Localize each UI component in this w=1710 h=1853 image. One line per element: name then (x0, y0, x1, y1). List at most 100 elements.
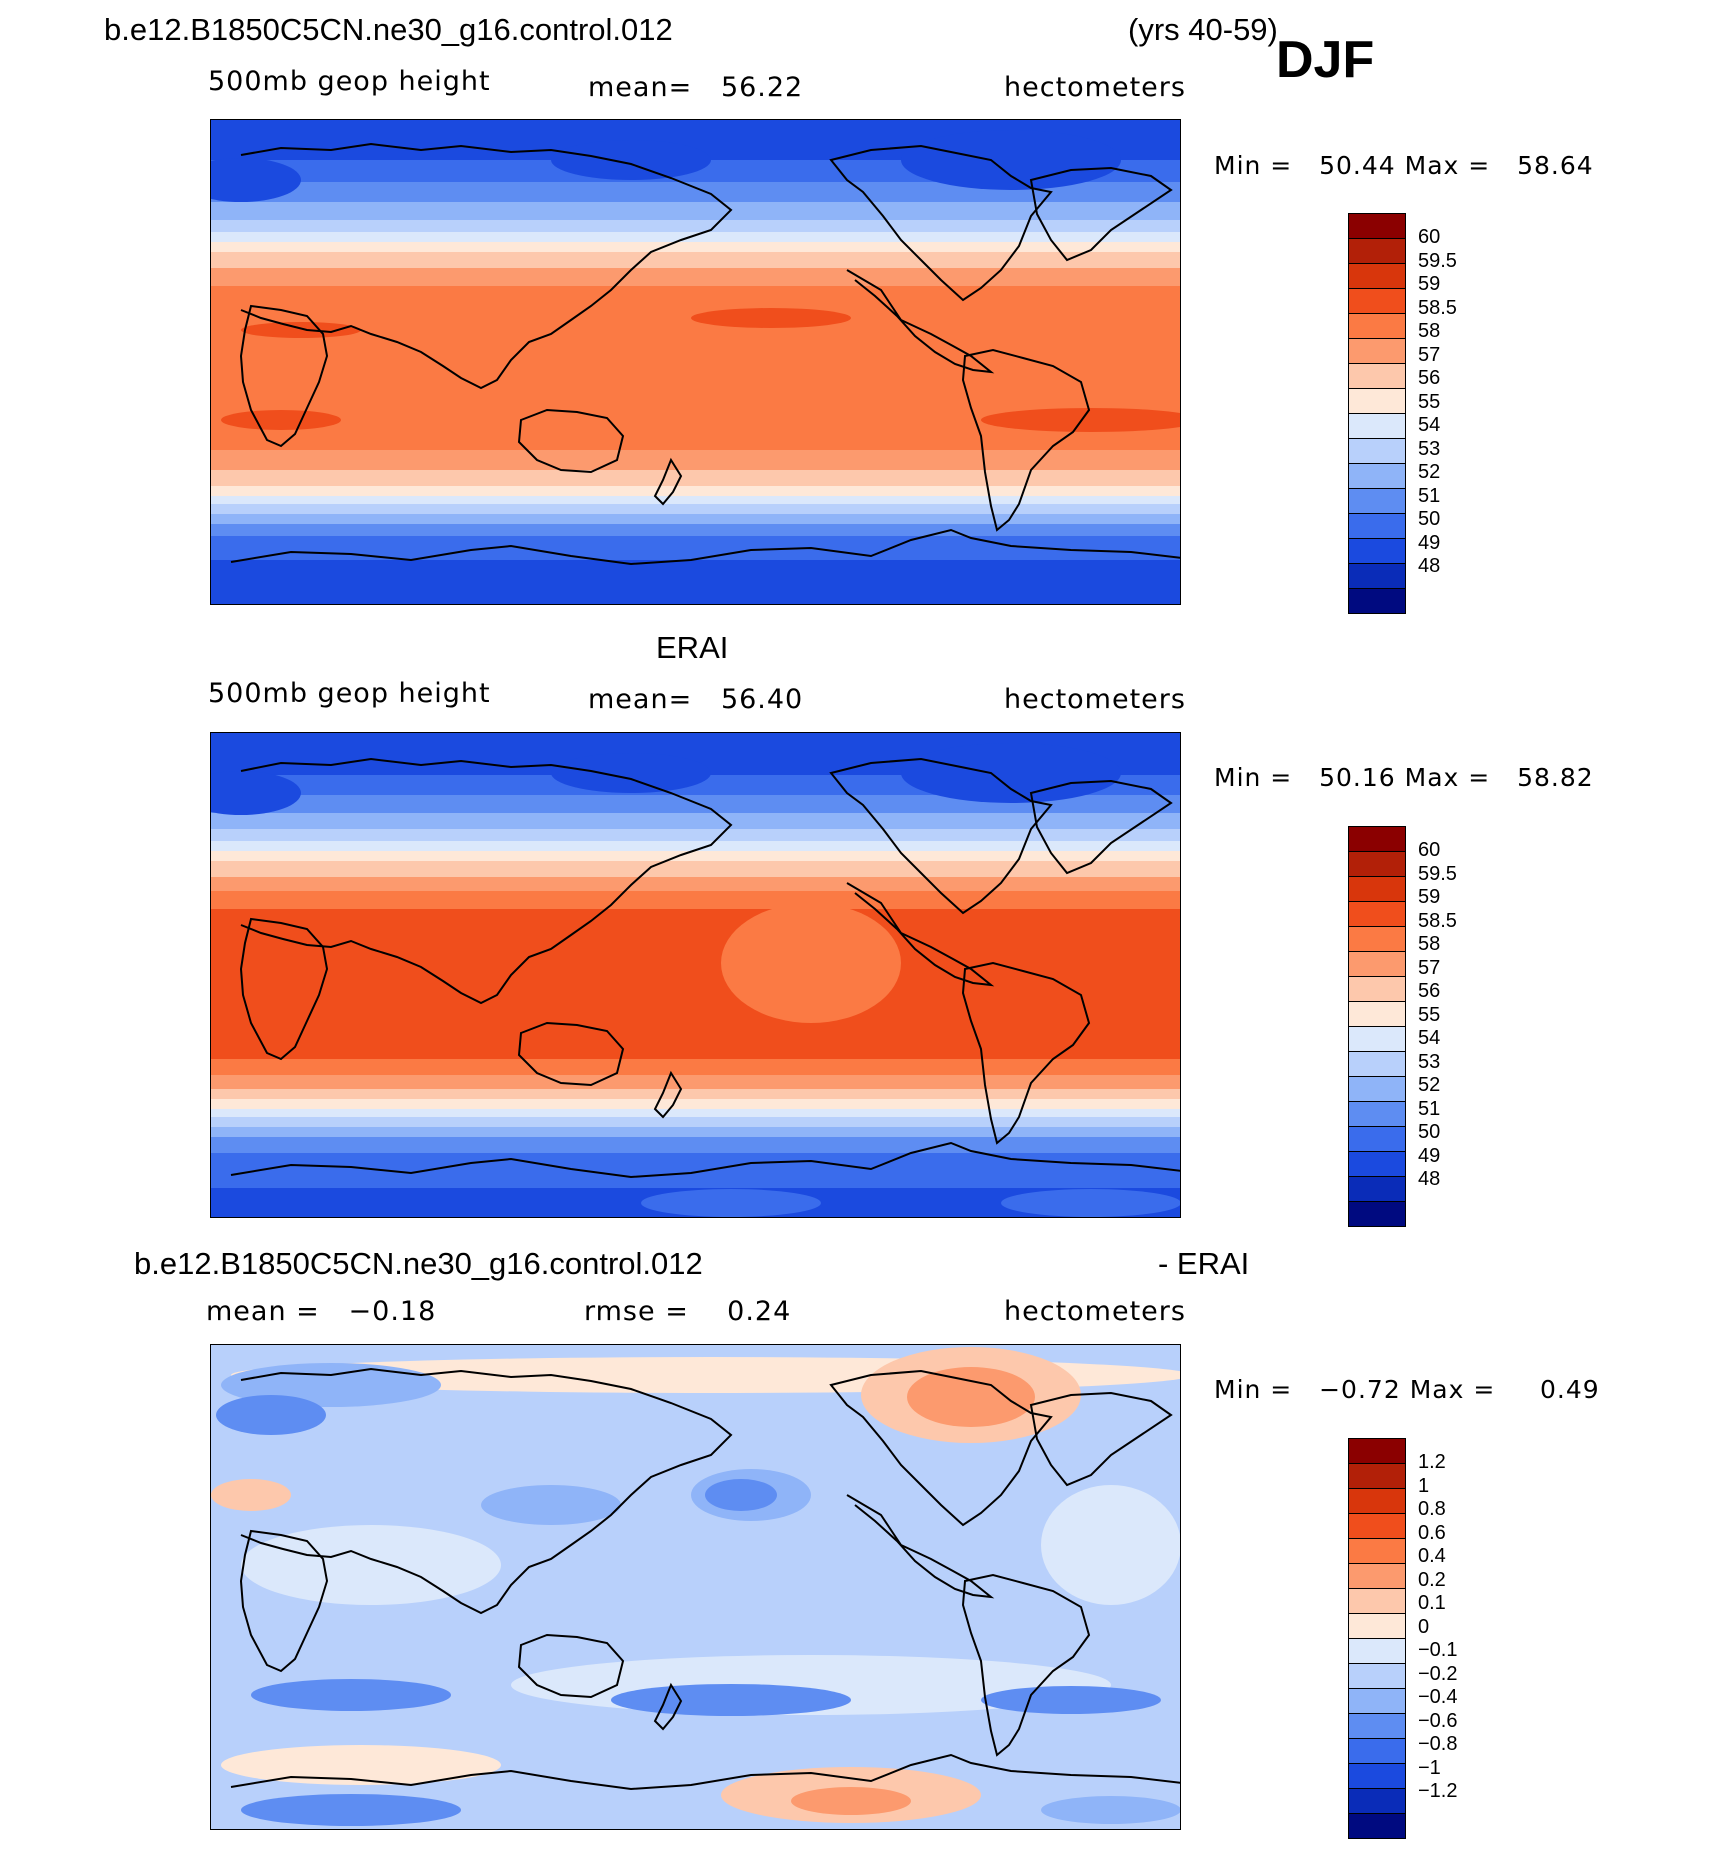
legend-label: 0.8 (1418, 1498, 1446, 1520)
coastline (240, 757, 733, 1005)
legend-label: 48 (1418, 555, 1441, 577)
legend-label: 49 (1418, 1144, 1441, 1167)
coastline (517, 1021, 625, 1087)
contour-band (211, 268, 1180, 286)
contour-region (1041, 1485, 1180, 1605)
legend-label: 51 (1418, 1097, 1441, 1120)
legend-label: 59.5 (1418, 862, 1457, 885)
contour-band (211, 182, 1180, 202)
contour-band (211, 877, 1180, 891)
legend-swatch (1348, 1638, 1406, 1664)
contour-band (211, 813, 1180, 829)
legend-label: 0.4 (1418, 1545, 1446, 1567)
contour-region (791, 1787, 911, 1815)
contour-band (211, 524, 1180, 536)
legend-swatch (1348, 313, 1406, 339)
contour-region (907, 1367, 1035, 1427)
contour-region (691, 308, 851, 328)
legend-label: 55 (1418, 390, 1441, 413)
contour-region (211, 158, 301, 202)
min-max-readout: Min = 50.16 Max = 58.82 (1214, 763, 1594, 792)
legend-swatch (1348, 488, 1406, 514)
legend-swatch (1348, 238, 1406, 264)
legend-swatch (1348, 288, 1406, 314)
color-legend-erai (1348, 826, 1406, 1227)
contour-band (211, 909, 1180, 1059)
mean-label: mean= 56.22 (588, 72, 804, 103)
contour-band (211, 470, 1180, 486)
contour-region (901, 130, 1121, 190)
color-legend-model (1348, 213, 1406, 614)
legend-swatch (1348, 263, 1406, 289)
legend-swatch (1348, 463, 1406, 489)
legend-label: 59 (1418, 886, 1441, 908)
min-max-readout: Min = 50.44 Max = 58.64 (1214, 151, 1594, 180)
contour-region (211, 1479, 291, 1511)
coastline (829, 1369, 1053, 1527)
contour-region (721, 903, 901, 1023)
contour-band (211, 891, 1180, 909)
contour-band (211, 795, 1180, 813)
legend-label: −0.2 (1418, 1662, 1458, 1685)
legend-label: 55 (1418, 1003, 1441, 1026)
coastline (961, 961, 1091, 1145)
contour-region (241, 322, 361, 338)
coastline (829, 144, 1053, 302)
legend-swatch (1348, 1076, 1406, 1102)
legend-swatch (1348, 1201, 1406, 1227)
coastline (846, 1494, 995, 1599)
contour-region (221, 1745, 501, 1785)
map-panel-erai (210, 732, 1181, 1218)
coastline (517, 408, 625, 474)
legend-label: 54 (1418, 1027, 1441, 1049)
contour-region (551, 753, 711, 793)
map-panel-model (210, 119, 1181, 605)
contour-band (211, 220, 1180, 232)
legend-swatch (1348, 388, 1406, 414)
legend-label: −1 (1418, 1756, 1441, 1779)
legend-label: 52 (1418, 461, 1441, 483)
units-label: hectometers (1004, 72, 1186, 103)
legend-label: 58.5 (1418, 909, 1457, 932)
contour-region (221, 410, 341, 430)
min-max-readout: Min = −0.72 Max = 0.49 (1214, 1375, 1600, 1404)
legend-label: 59 (1418, 273, 1441, 295)
legend-label: 49 (1418, 531, 1441, 554)
field-name: 500mb geop height (208, 678, 491, 709)
contour-region (241, 1525, 501, 1605)
coastline (961, 348, 1091, 532)
legend-swatch (1348, 851, 1406, 877)
legend-swatch (1348, 1738, 1406, 1764)
legend-label: 57 (1418, 956, 1441, 979)
contour-band (211, 560, 1180, 604)
legend-swatch (1348, 588, 1406, 614)
legend-swatch (1348, 363, 1406, 389)
legend-label: 56 (1418, 367, 1441, 389)
legend-swatch (1348, 1151, 1406, 1177)
contour-band (211, 1109, 1180, 1117)
legend-swatch (1348, 1488, 1406, 1514)
legend-swatch (1348, 976, 1406, 1002)
legend-swatch (1348, 1538, 1406, 1564)
contour-band (211, 1117, 1180, 1127)
legend-swatch (1348, 563, 1406, 589)
coastline (1029, 779, 1173, 875)
legend-label: 53 (1418, 1050, 1441, 1073)
coastline (1029, 166, 1173, 262)
contour-region (981, 1686, 1161, 1714)
coastline (240, 142, 733, 390)
contour-band (211, 1099, 1180, 1109)
legend-label: 59.5 (1418, 249, 1457, 272)
legend-swatch (1348, 901, 1406, 927)
contour-band (211, 1089, 1180, 1099)
legend-swatch (1348, 826, 1406, 852)
legend-label: 53 (1418, 437, 1441, 460)
map-panel-difference (210, 1344, 1181, 1830)
contour-region (611, 1684, 851, 1716)
coastline (239, 1529, 329, 1673)
contour-region (1041, 1796, 1180, 1824)
contour-band (211, 504, 1180, 514)
contour-band (211, 1075, 1180, 1089)
coastline (961, 1573, 1091, 1757)
contour-band (211, 514, 1180, 524)
